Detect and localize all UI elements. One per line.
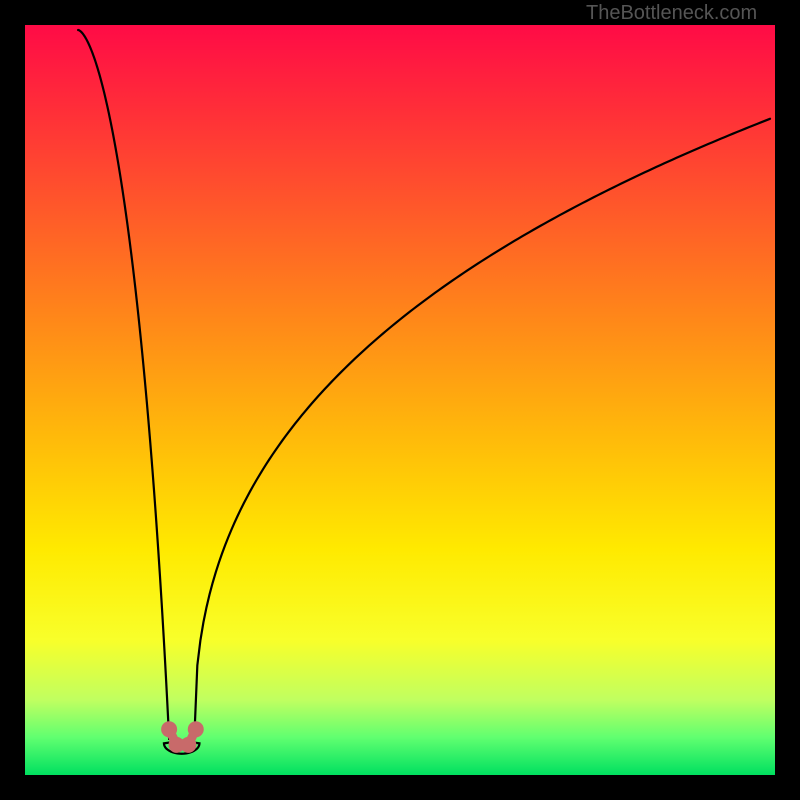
chart-stage: TheBottleneck.com	[0, 0, 800, 800]
optimal-range-point-2	[180, 737, 196, 753]
bottleneck-chart	[0, 0, 800, 800]
optimal-range-point-0	[161, 721, 177, 737]
plot-background-gradient	[25, 25, 775, 775]
optimal-range-point-3	[188, 721, 204, 737]
